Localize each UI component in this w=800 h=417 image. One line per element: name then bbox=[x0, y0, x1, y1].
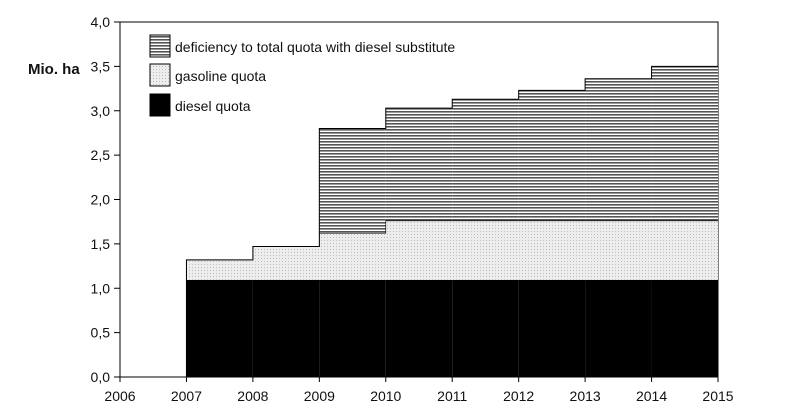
y-axis-ticks: 0,0 0,5 1,0 1,5 2,0 2,5 3,0 3,5 4,0 bbox=[91, 14, 120, 385]
y-tick-label: 2,5 bbox=[91, 147, 111, 163]
series-1 bbox=[186, 220, 718, 281]
bar-segment bbox=[319, 233, 386, 281]
y-tick-label: 0,5 bbox=[91, 325, 111, 341]
x-tick-label: 2010 bbox=[370, 388, 401, 404]
x-tick-label: 2015 bbox=[702, 388, 733, 404]
legend: deficiency to total quota with diesel su… bbox=[149, 34, 455, 117]
y-tick-label: 1,0 bbox=[91, 280, 111, 296]
x-tick-label: 2007 bbox=[171, 388, 202, 404]
y-tick-label: 1,5 bbox=[91, 236, 111, 252]
x-tick-label: 2011 bbox=[437, 388, 467, 404]
x-axis-ticks: 2006 2007 2008 2009 2010 2011 2012 2013 2014 2015 bbox=[104, 377, 734, 404]
series-layer bbox=[120, 65, 718, 378]
y-axis-label: Mio. ha bbox=[28, 61, 80, 78]
bar-segment bbox=[518, 220, 586, 281]
bar-segment bbox=[252, 280, 320, 377]
bar-segment bbox=[319, 128, 386, 234]
bar-segment bbox=[452, 280, 519, 377]
legend-swatch-gasoline bbox=[149, 63, 171, 87]
x-tick-label: 2008 bbox=[237, 388, 268, 404]
bar-segment bbox=[385, 108, 453, 221]
legend-label-deficiency: deficiency to total quota with diesel su… bbox=[175, 39, 455, 55]
bar-segment bbox=[252, 246, 320, 281]
legend-label-gasoline: gasoline quota bbox=[175, 68, 266, 84]
legend-label-diesel: diesel quota bbox=[175, 98, 251, 114]
y-tick-label: 4,0 bbox=[91, 14, 111, 30]
x-tick-label: 2012 bbox=[503, 388, 534, 404]
series-2 bbox=[319, 66, 718, 234]
series-0 bbox=[186, 280, 718, 377]
bar-segment bbox=[186, 259, 253, 281]
y-tick-label: 3,0 bbox=[91, 103, 111, 119]
x-tick-label: 2009 bbox=[304, 388, 335, 404]
bar-segment bbox=[651, 280, 718, 377]
x-tick-label: 2014 bbox=[636, 388, 667, 404]
y-tick-label: 2,0 bbox=[91, 192, 111, 208]
bar-segment bbox=[518, 280, 586, 377]
bar-segment bbox=[585, 220, 652, 281]
bar-segment bbox=[651, 66, 718, 221]
x-tick-label: 2006 bbox=[104, 388, 135, 404]
stack-boundary bbox=[120, 220, 718, 378]
bar-segment bbox=[385, 280, 453, 377]
legend-swatch-diesel bbox=[149, 93, 171, 117]
bar-segment bbox=[452, 220, 519, 281]
bar-segment bbox=[385, 220, 453, 281]
bar-segment bbox=[452, 99, 519, 221]
bar-segment bbox=[585, 78, 652, 221]
x-tick-label: 2013 bbox=[570, 388, 601, 404]
y-tick-label: 0,0 bbox=[91, 369, 111, 385]
y-tick-label: 3,5 bbox=[91, 58, 111, 74]
bar-segment bbox=[518, 90, 586, 221]
bar-segment bbox=[651, 220, 718, 281]
bar-segment bbox=[319, 280, 386, 377]
legend-swatch-deficiency bbox=[149, 34, 171, 58]
bar-segment bbox=[186, 280, 253, 377]
bar-segment bbox=[585, 280, 652, 377]
